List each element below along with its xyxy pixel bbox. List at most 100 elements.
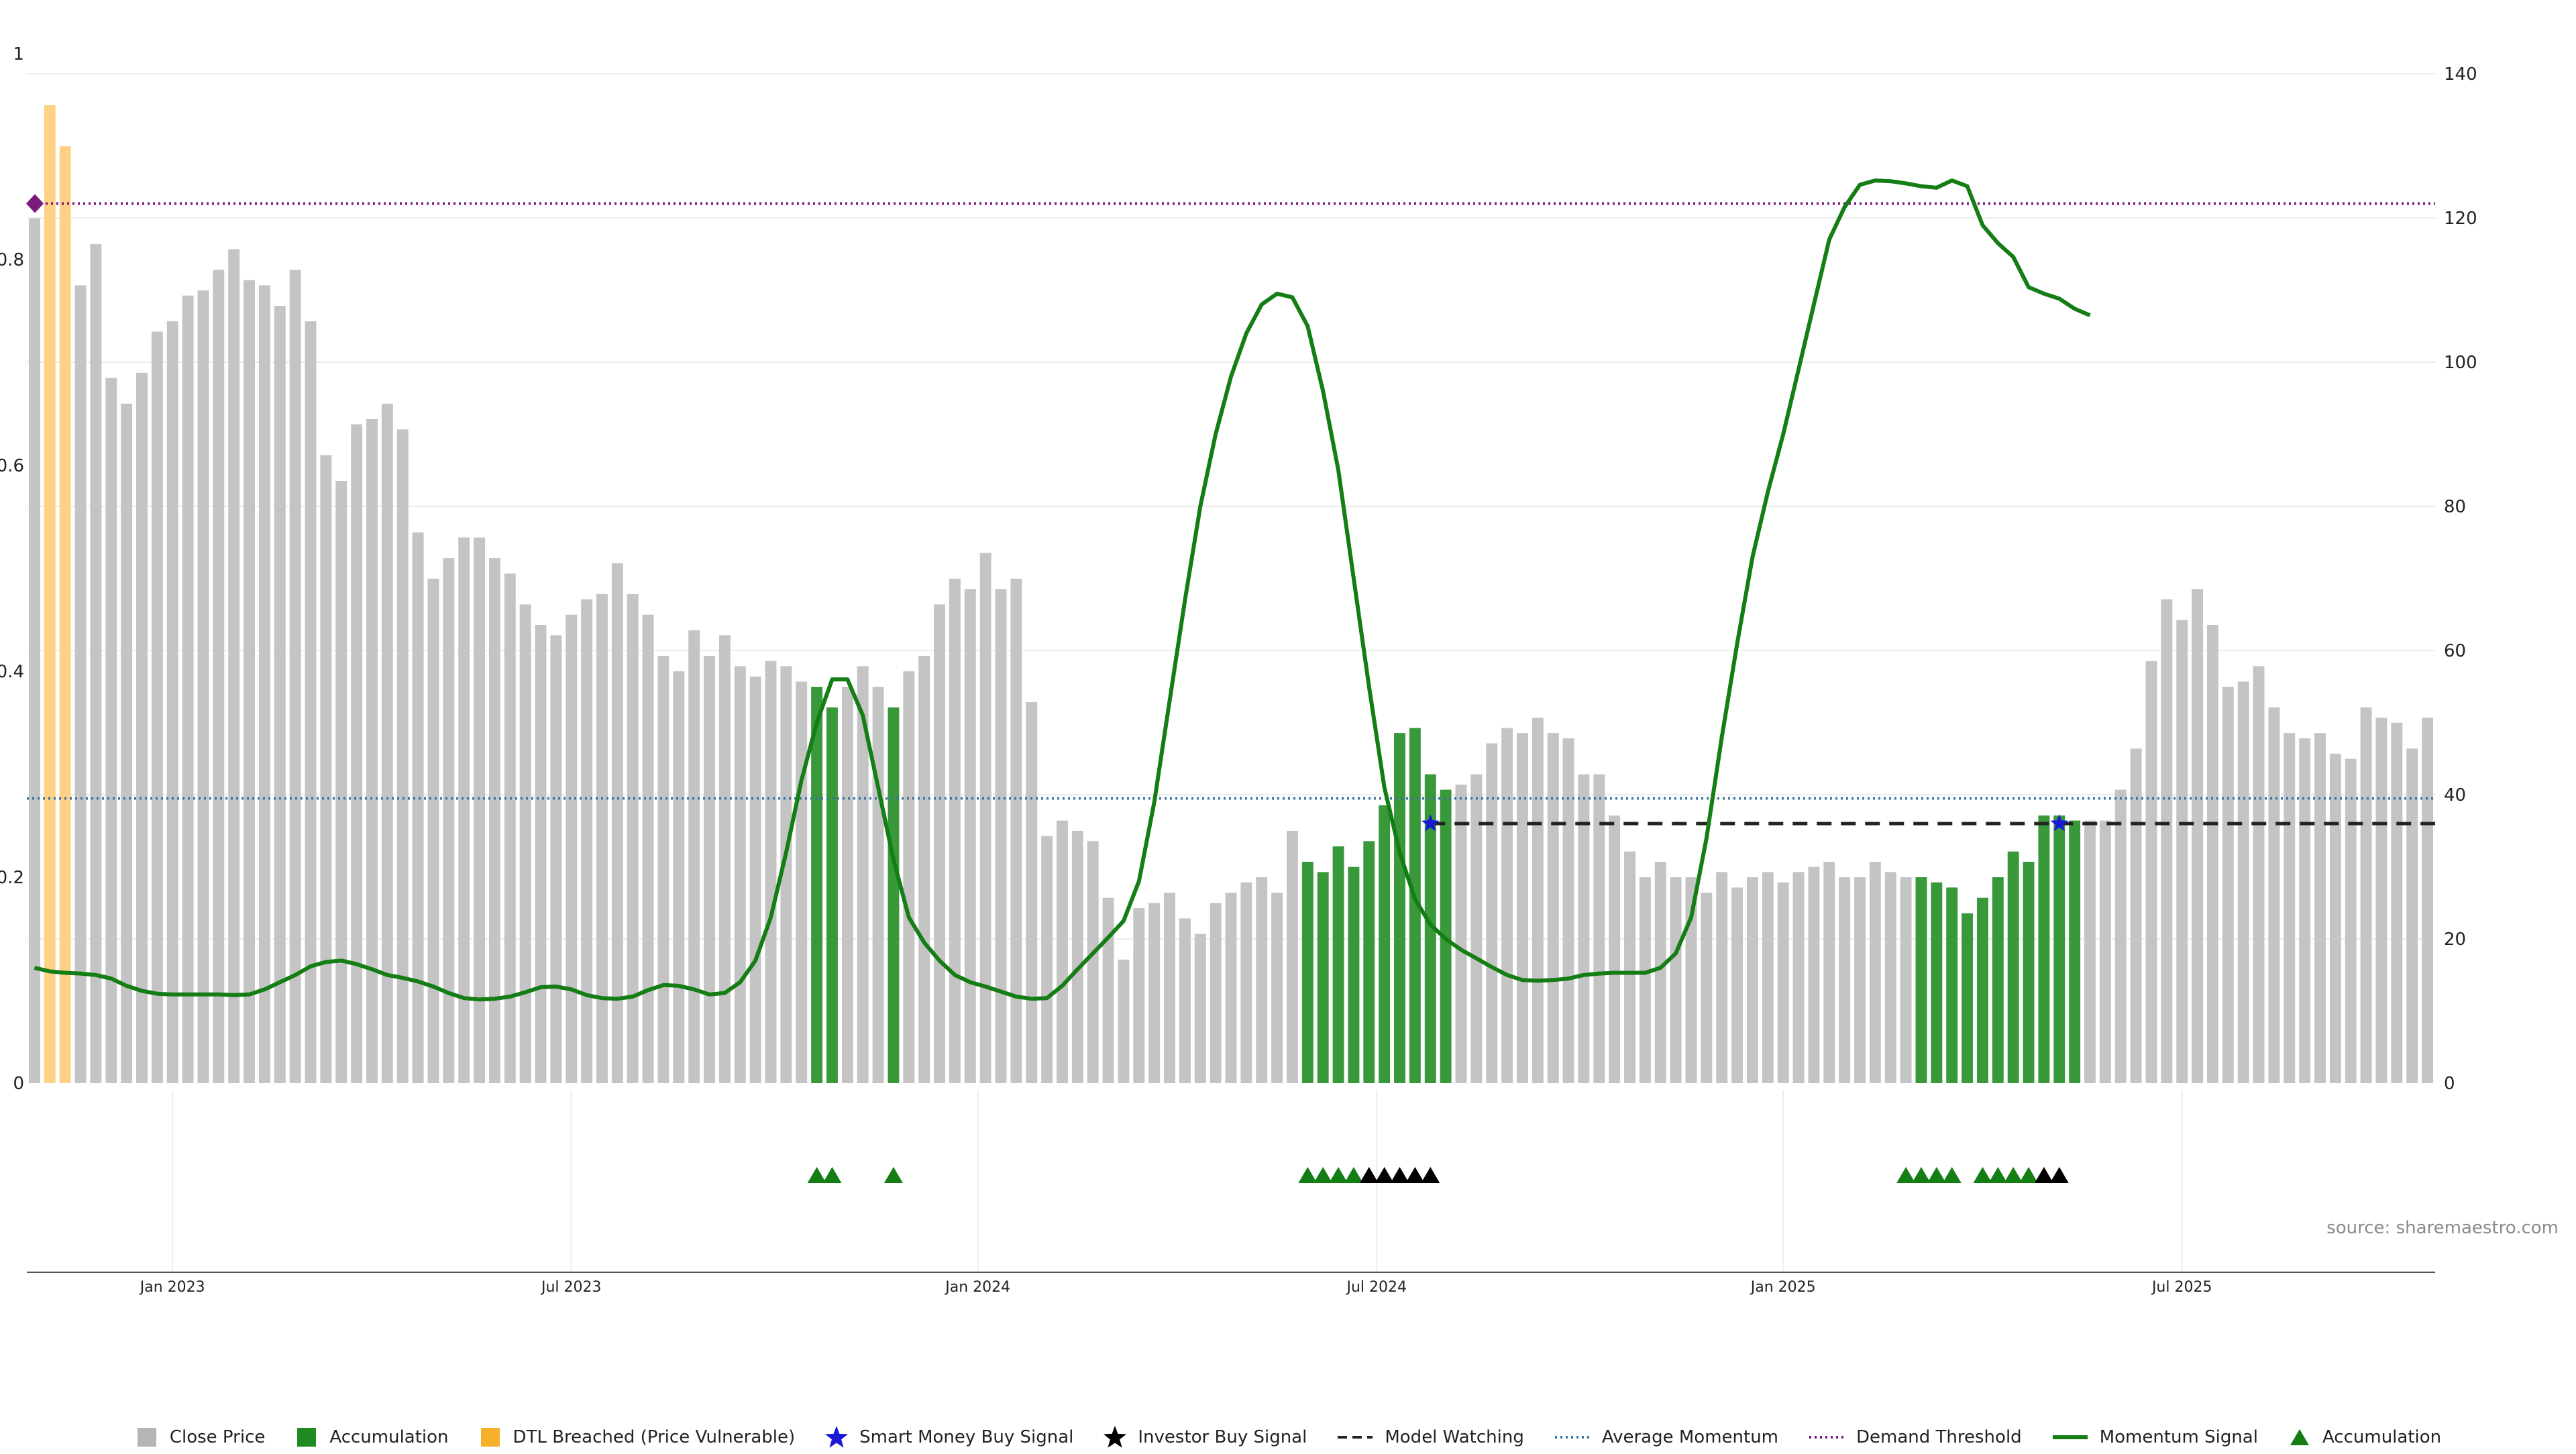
close-price-bar bbox=[704, 655, 716, 1083]
legend-label: Demand Threshold bbox=[1856, 1427, 2022, 1447]
close-price-bar bbox=[1501, 728, 1513, 1083]
date-tick-label: Jul 2024 bbox=[1345, 1279, 1407, 1296]
right-axis-tick-label: 120 bbox=[2444, 209, 2477, 229]
legend-swatch-dot bbox=[1554, 1436, 1590, 1439]
close-price-bar bbox=[1869, 861, 1881, 1083]
legend-swatch-star bbox=[825, 1426, 849, 1448]
investor-buy-signal bbox=[1375, 1167, 1394, 1183]
close-price-bar bbox=[412, 532, 424, 1083]
close-price-bar bbox=[535, 624, 547, 1083]
left-axis-tick-label: 1 bbox=[13, 44, 24, 64]
close-price-bar bbox=[657, 655, 669, 1083]
accumulation-bar bbox=[1931, 882, 1943, 1083]
close-price-bar bbox=[857, 666, 869, 1083]
legend-item: Momentum Signal bbox=[2051, 1425, 2258, 1449]
investor-buy-signal bbox=[2049, 1167, 2069, 1183]
close-price-bar bbox=[1057, 820, 1068, 1083]
close-price-bar bbox=[182, 295, 194, 1084]
close-price-bar bbox=[688, 630, 700, 1083]
accumulation-bar bbox=[888, 707, 900, 1083]
close-price-bar bbox=[2406, 748, 2418, 1083]
dtl-breached-bar bbox=[44, 105, 56, 1083]
close-price-bar bbox=[1746, 877, 1758, 1083]
close-price-bar bbox=[121, 403, 133, 1083]
right-axis-tick-label: 100 bbox=[2444, 353, 2477, 373]
close-price-bar bbox=[1486, 743, 1498, 1083]
accumulation-signal bbox=[1344, 1167, 1363, 1183]
close-price-bar bbox=[596, 594, 608, 1083]
accumulation-signal bbox=[2019, 1167, 2039, 1183]
close-price-bar bbox=[1287, 830, 1298, 1083]
left-axis-tick-label: 0.6 bbox=[0, 456, 24, 476]
close-price-bar bbox=[74, 285, 87, 1083]
close-price-bar bbox=[949, 578, 961, 1083]
accumulation-bar bbox=[826, 707, 838, 1083]
accumulation-bar bbox=[1348, 866, 1360, 1083]
accumulation-signal bbox=[822, 1167, 842, 1183]
accumulation-signal bbox=[883, 1167, 903, 1183]
legend-item: Average Momentum bbox=[1554, 1425, 1778, 1449]
date-tick-label: Jul 2023 bbox=[540, 1279, 602, 1296]
close-price-bar bbox=[2284, 733, 2296, 1083]
close-price-bar bbox=[2145, 661, 2157, 1083]
close-price-bar bbox=[1087, 841, 1099, 1083]
date-tick-label: Jul 2025 bbox=[2151, 1279, 2212, 1296]
close-price-bar bbox=[1578, 774, 1590, 1083]
legend-swatch-shape bbox=[825, 1426, 849, 1448]
close-price-bar bbox=[2253, 666, 2265, 1083]
right-axis-tick-label: 60 bbox=[2444, 641, 2466, 661]
legend-label: Accumulation bbox=[329, 1427, 449, 1447]
close-price-bar bbox=[1133, 908, 1145, 1083]
close-price-bar bbox=[872, 687, 884, 1083]
accumulation-bar bbox=[2053, 815, 2065, 1083]
accumulation-bar bbox=[1976, 897, 1988, 1083]
close-price-bar bbox=[366, 418, 378, 1083]
close-price-bar bbox=[1854, 877, 1866, 1083]
close-price-bar bbox=[2237, 681, 2249, 1083]
close-price-bar bbox=[90, 243, 102, 1084]
close-price-bar bbox=[1532, 718, 1544, 1083]
accumulation-bar bbox=[2069, 820, 2081, 1083]
legend-item: Model Watching bbox=[1336, 1425, 1524, 1449]
accumulation-bar bbox=[1915, 877, 1927, 1083]
close-price-bar bbox=[734, 666, 746, 1083]
close-price-bar bbox=[2161, 599, 2173, 1083]
legend-swatch-line bbox=[2052, 1435, 2088, 1439]
close-price-bar bbox=[2329, 753, 2341, 1083]
legend-item: Close Price bbox=[135, 1425, 266, 1449]
close-price-bar bbox=[2206, 624, 2218, 1083]
close-price-bar bbox=[1470, 774, 1483, 1083]
close-price-bar bbox=[1654, 861, 1666, 1083]
close-price-bar bbox=[488, 558, 500, 1083]
close-price-bar bbox=[1823, 861, 1835, 1083]
legend-swatch-square bbox=[297, 1428, 317, 1447]
close-price-bar bbox=[2084, 820, 2096, 1083]
close-price-bar bbox=[627, 594, 639, 1083]
close-price-bar bbox=[258, 285, 270, 1083]
close-price-bar bbox=[320, 455, 332, 1083]
close-price-bar bbox=[443, 558, 455, 1083]
close-price-bar bbox=[581, 599, 593, 1083]
accumulation-bar bbox=[1946, 887, 1958, 1083]
legend-swatch-dot bbox=[1809, 1436, 1845, 1439]
legend-item: Demand Threshold bbox=[1808, 1425, 2022, 1449]
close-price-bar bbox=[1164, 893, 1175, 1083]
close-price-bar bbox=[2391, 722, 2403, 1083]
close-price-bar bbox=[151, 331, 163, 1084]
close-price-bar bbox=[1225, 893, 1237, 1083]
close-price-bar bbox=[228, 249, 240, 1083]
close-price-bar bbox=[1716, 872, 1728, 1083]
close-price-bar bbox=[28, 218, 40, 1084]
close-price-bar bbox=[1701, 893, 1713, 1083]
right-axis-tick-label: 80 bbox=[2444, 497, 2466, 517]
close-price-bar bbox=[289, 270, 301, 1084]
close-price-bar bbox=[611, 563, 623, 1083]
close-price-bar bbox=[765, 661, 777, 1083]
close-price-bar bbox=[305, 321, 317, 1084]
legend-label: Close Price bbox=[169, 1427, 266, 1447]
close-price-bar bbox=[1777, 882, 1789, 1083]
accumulation-bar bbox=[1363, 841, 1375, 1083]
right-axis-tick-label: 0 bbox=[2444, 1074, 2455, 1094]
close-price-bar bbox=[903, 671, 915, 1083]
